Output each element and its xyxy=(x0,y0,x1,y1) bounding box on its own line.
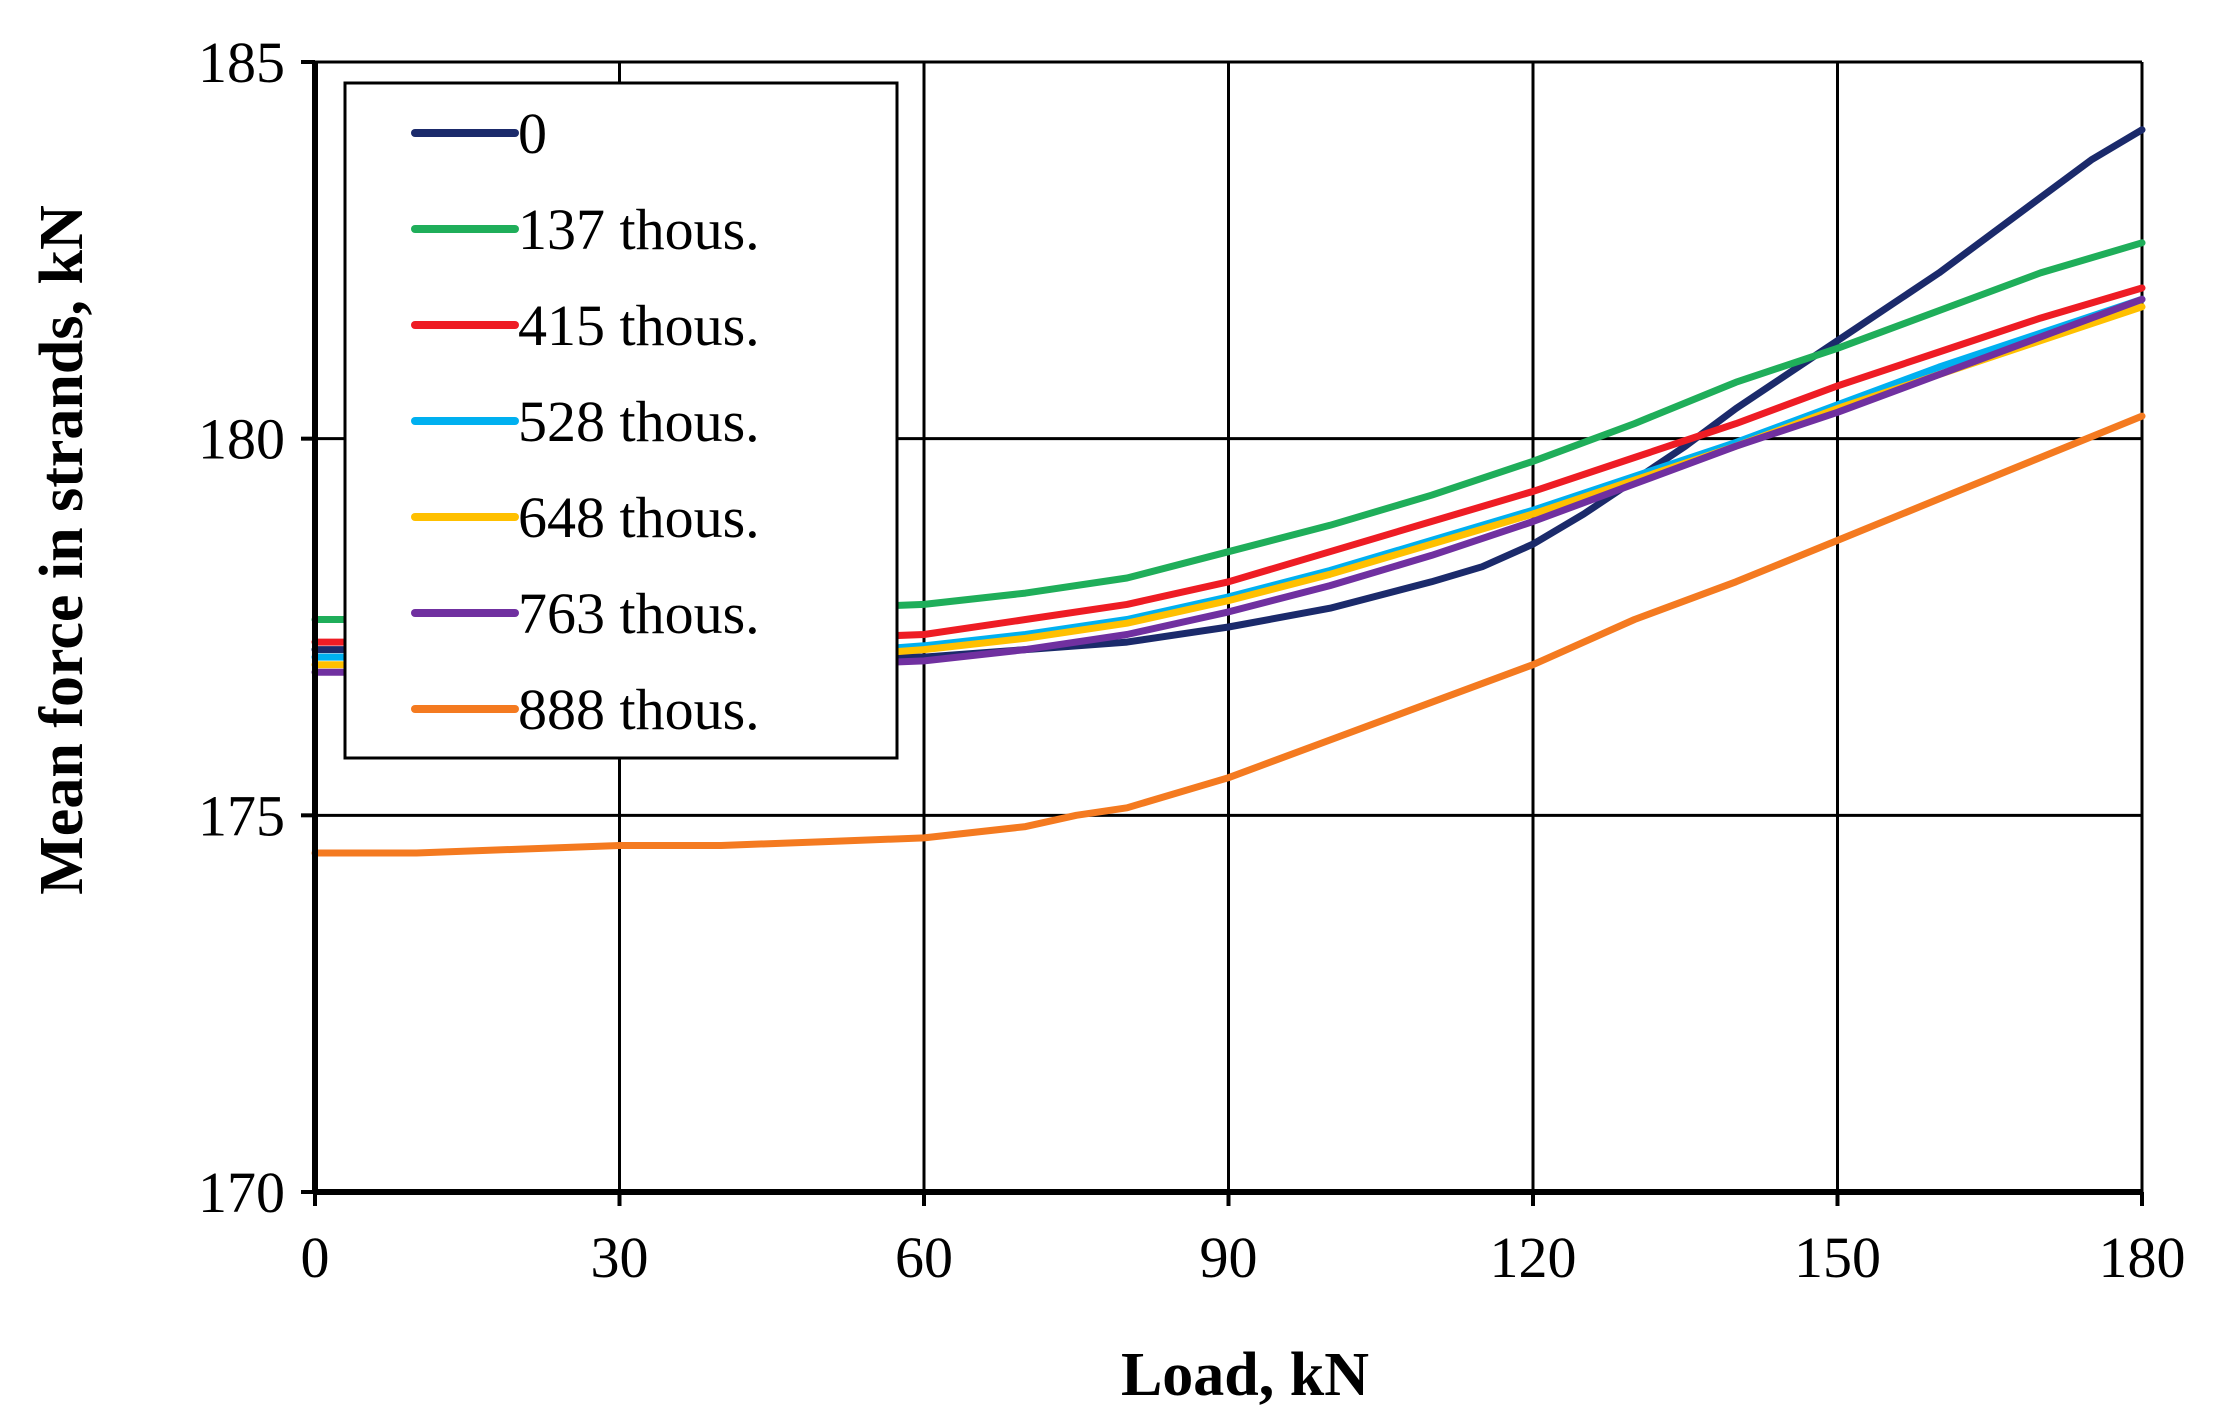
y-tick-label: 180 xyxy=(198,407,285,472)
legend-label: 763 thous. xyxy=(518,581,760,646)
x-tick-label: 90 xyxy=(1200,1225,1258,1290)
legend-label: 415 thous. xyxy=(518,293,760,358)
x-tick-label: 30 xyxy=(591,1225,649,1290)
legend-label: 528 thous. xyxy=(518,389,760,454)
legend-label: 137 thous. xyxy=(518,197,760,262)
x-tick-label: 180 xyxy=(2099,1225,2186,1290)
x-tick-label: 60 xyxy=(895,1225,953,1290)
legend-label: 648 thous. xyxy=(518,485,760,550)
axes xyxy=(301,60,2144,1206)
y-tick-label: 170 xyxy=(198,1160,285,1225)
tick-labels: 0 30 60 90 120 150 180 170 175 180 185 xyxy=(198,30,2186,1290)
series-line-6 xyxy=(311,412,2146,857)
grid xyxy=(315,60,2144,1192)
legend: 0 137 thous. 415 thous. 528 thous. 648 thous… xyxy=(343,81,899,760)
legend-label: 0 xyxy=(518,101,547,166)
legend-label: 888 thous. xyxy=(518,677,760,742)
y-axis-title: Mean force in strands, kN xyxy=(28,205,96,894)
y-tick-label: 185 xyxy=(198,30,285,95)
x-axis-title: Load, kN xyxy=(1121,1341,1369,1409)
x-tick-label: 150 xyxy=(1794,1225,1881,1290)
x-tick-label: 0 xyxy=(301,1225,330,1290)
x-tick-label: 120 xyxy=(1490,1225,1577,1290)
y-tick-label: 175 xyxy=(198,783,285,848)
